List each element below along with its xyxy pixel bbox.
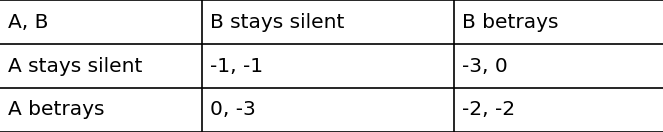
Text: B betrays: B betrays [462, 13, 559, 32]
Text: -2, -2: -2, -2 [462, 100, 515, 119]
Text: -3, 0: -3, 0 [462, 56, 508, 76]
Text: 0, -3: 0, -3 [210, 100, 256, 119]
Text: A stays silent: A stays silent [8, 56, 143, 76]
Text: -1, -1: -1, -1 [210, 56, 263, 76]
Text: A, B: A, B [8, 13, 48, 32]
Text: A betrays: A betrays [8, 100, 105, 119]
Text: B stays silent: B stays silent [210, 13, 345, 32]
